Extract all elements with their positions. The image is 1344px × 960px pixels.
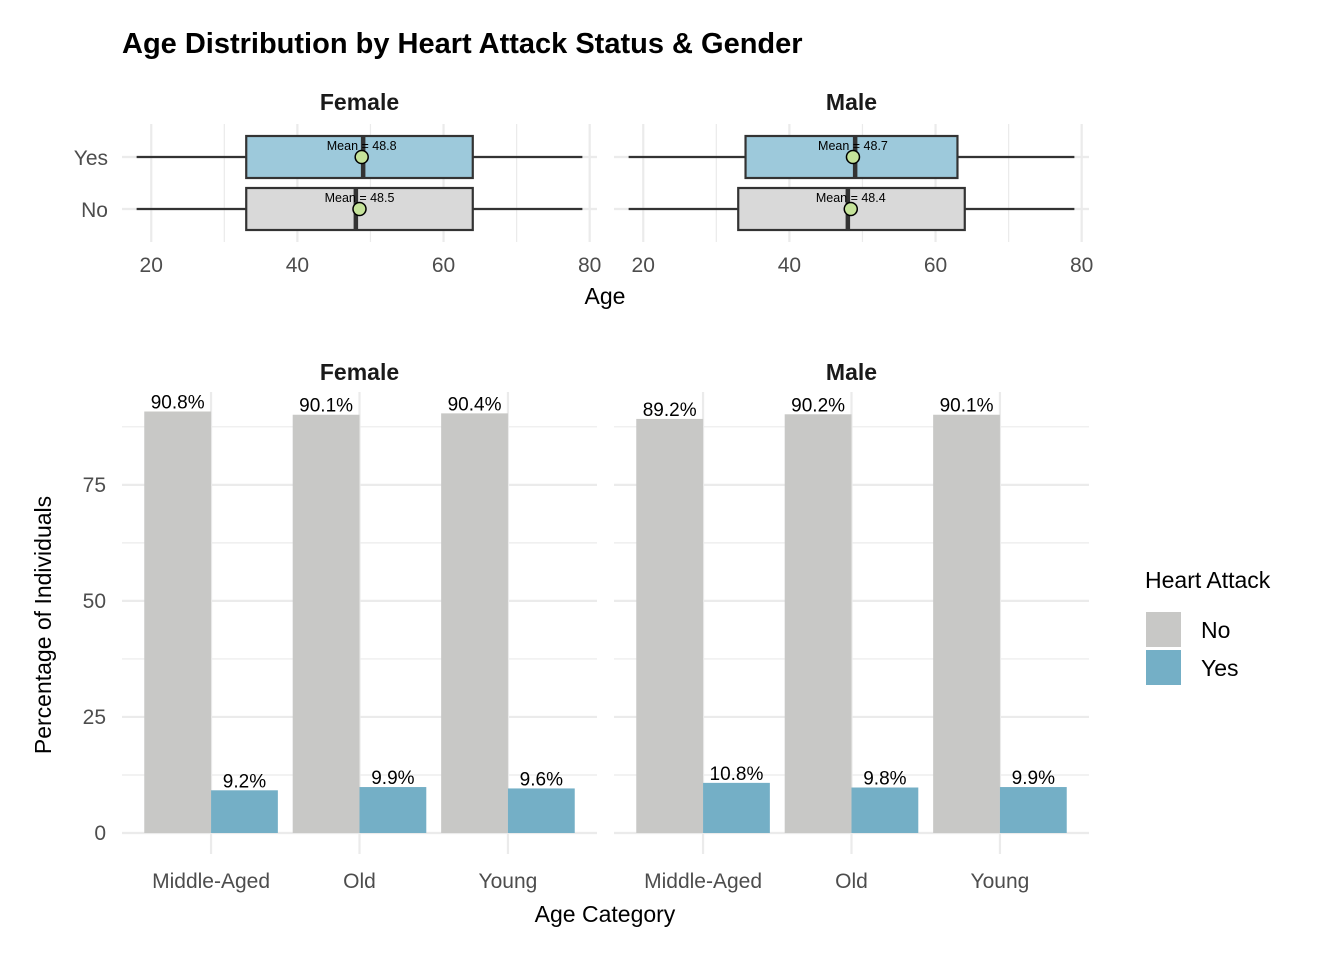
- chart-title: Age Distribution by Heart Attack Status …: [122, 28, 803, 60]
- bar-value-label: 90.4%: [448, 394, 502, 415]
- boxplot-panel-male: Male 20 40 60 80: [614, 89, 1093, 277]
- legend-label: No: [1201, 617, 1230, 643]
- mean-point: [352, 201, 367, 217]
- mean-point: [845, 149, 861, 165]
- bar-value-label: 89.2%: [643, 400, 697, 421]
- x-tick-label: 80: [1070, 254, 1093, 277]
- bar-yes: [851, 787, 919, 833]
- mean-point: [354, 149, 369, 165]
- x-axis-title: Age Category: [535, 901, 676, 927]
- y-tick-label: 75: [83, 474, 106, 497]
- x-tick-label: Middle-Aged: [152, 870, 270, 893]
- strip-label: Male: [826, 89, 877, 115]
- boxplot-female-yes: Mean = 48.8: [136, 134, 583, 180]
- bar-value-label: 10.8%: [710, 764, 764, 785]
- y-tick-label: 0: [94, 822, 106, 845]
- mean-label: Mean = 48.5: [325, 191, 395, 205]
- y-tick-label: 25: [83, 706, 106, 729]
- bar-no: [292, 414, 360, 833]
- box-iqr: [245, 186, 474, 232]
- x-tick-label: 60: [924, 254, 947, 277]
- mean-point: [843, 201, 859, 217]
- x-tick-label: 40: [778, 254, 801, 277]
- boxplot-section: Female 20 40 60 80 Male 20 40 60 80 Yes No Mean = 48…: [74, 89, 1094, 309]
- x-tick-label: 20: [632, 254, 655, 277]
- x-tick-label: Old: [343, 870, 376, 893]
- bar-yes: [359, 787, 427, 833]
- y-tick-label: 50: [83, 590, 106, 613]
- x-tick-label: 60: [432, 254, 455, 277]
- x-tick-label: Young: [971, 870, 1030, 893]
- y-tick-label: Yes: [74, 147, 108, 170]
- bar-value-label: 90.2%: [791, 395, 845, 416]
- bar-value-label: 9.2%: [223, 771, 266, 792]
- x-tick-label: 20: [140, 254, 163, 277]
- x-tick-label: 80: [578, 254, 601, 277]
- bar-value-label: 90.1%: [940, 396, 994, 417]
- legend: Heart Attack No Yes: [1145, 567, 1271, 685]
- boxplot-male-no: Mean = 48.4: [628, 186, 1075, 232]
- bar-value-label: 90.8%: [151, 392, 205, 413]
- strip-label: Female: [320, 89, 399, 115]
- mean-label: Mean = 48.8: [327, 139, 397, 153]
- legend-swatch-yes: [1146, 650, 1181, 685]
- x-tick-label: 40: [286, 254, 309, 277]
- y-axis-title: Percentage of Individuals: [30, 496, 56, 754]
- bar-yes: [999, 787, 1067, 833]
- legend-title: Heart Attack: [1145, 567, 1271, 593]
- bar-no: [784, 414, 852, 833]
- boxplot-panel-female: Female 20 40 60 80: [122, 89, 601, 277]
- x-axis-title: Age: [585, 283, 626, 309]
- bar-value-label: 9.9%: [1012, 768, 1055, 789]
- bar-no: [144, 411, 212, 833]
- bar-panel-male: Male 89.2% 90.2% 90.1% 10.8% 9.8% 9.9% Middle-A…: [614, 359, 1089, 893]
- legend-label: Yes: [1201, 655, 1239, 681]
- bar-value-label: 90.1%: [299, 396, 353, 417]
- x-tick-label: Old: [835, 870, 868, 893]
- boxplot-female-no: Mean = 48.5: [136, 186, 583, 232]
- bar-no: [636, 418, 704, 833]
- bar-value-label: 9.8%: [863, 769, 906, 790]
- bar-value-label: 9.6%: [520, 769, 563, 790]
- bar-value-label: 9.9%: [371, 768, 414, 789]
- bar-chart-section: Female 90.8% 90.1% 90.4% 9.2% 9.9% 9.6% Middle-…: [30, 359, 1089, 927]
- mean-label: Mean = 48.4: [816, 191, 886, 205]
- bar-yes: [703, 782, 770, 833]
- bar-panel-female: Female 90.8% 90.1% 90.4% 9.2% 9.9% 9.6% Middle-…: [122, 359, 597, 893]
- bar-no: [933, 414, 1000, 833]
- x-tick-label: Middle-Aged: [644, 870, 762, 893]
- mean-label: Mean = 48.7: [818, 139, 888, 153]
- bar-yes: [211, 790, 278, 833]
- strip-label: Female: [320, 359, 399, 385]
- strip-label: Male: [826, 359, 877, 385]
- y-tick-label: No: [81, 199, 108, 222]
- legend-swatch-no: [1146, 612, 1181, 647]
- boxplot-male-yes: Mean = 48.7: [628, 134, 1075, 180]
- bar-no: [441, 413, 508, 833]
- bar-yes: [507, 788, 575, 833]
- x-tick-label: Young: [479, 870, 538, 893]
